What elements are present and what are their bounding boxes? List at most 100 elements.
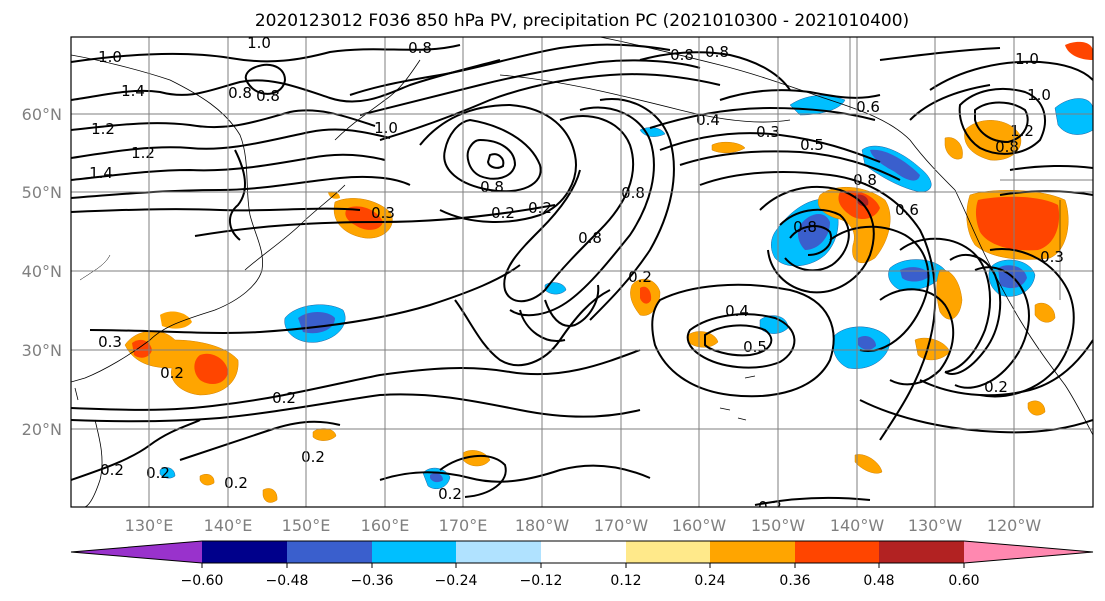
lon-label: 160°E [361, 516, 410, 535]
contour-label: 0.5 [743, 338, 767, 356]
coastline-philippines [84, 419, 103, 507]
pv-contour [704, 324, 773, 357]
contour-label: 0.6 [856, 98, 880, 116]
precip-positive-patch [199, 474, 215, 486]
lon-label: 130°E [125, 516, 174, 535]
contour-label: 0.2 [160, 364, 184, 382]
lon-label: 140°W [830, 516, 885, 535]
colorbar-tick-label: 0.60 [948, 573, 979, 589]
pv-contour [719, 89, 881, 101]
contour-label: 0.2 [100, 461, 124, 479]
pv-contour [999, 190, 1093, 196]
contour-label: 0.8 [228, 84, 252, 102]
pv-contour [919, 339, 1093, 397]
lon-label: 120°W [987, 516, 1042, 535]
pv-contour [679, 150, 901, 181]
pv-contour [519, 309, 566, 342]
contour-label: 1.0 [98, 48, 122, 66]
colorbar-tick-label: 0.24 [694, 573, 725, 589]
precip-negative-patch [1054, 98, 1093, 135]
pv-contour [71, 128, 391, 159]
pv-contour [71, 175, 411, 199]
precip-positive-patch [160, 311, 192, 329]
latitude-labels: 60°N 50°N 40°N 30°N 20°N [22, 105, 62, 439]
lon-label: 150°W [751, 516, 806, 535]
precip-negative-patch [159, 467, 176, 479]
contour-label: 0.2 [272, 389, 296, 407]
pv-contours [71, 43, 1093, 506]
boundary-line [79, 254, 111, 281]
colorbar-tick-label: 0.12 [610, 573, 641, 589]
contour-label: 0.8 [793, 218, 817, 236]
colorbar-segment [287, 541, 372, 563]
contour-label: 0.3 [1040, 248, 1064, 266]
pv-contour [194, 204, 556, 237]
contour-label: 0.3 [371, 204, 395, 222]
pv-contour [379, 464, 651, 483]
pv-contour [789, 225, 833, 256]
contour-label: 1.0 [374, 119, 398, 137]
pv-contour [443, 118, 542, 193]
contour-label: 0.8 [578, 229, 602, 247]
pv-contour [929, 60, 1093, 91]
precip-positive-core [640, 286, 652, 304]
pv-contour [379, 73, 721, 141]
precip-negative-core [858, 335, 876, 350]
pv-contour [659, 132, 881, 163]
precipitation-shading [124, 41, 1093, 503]
precip-positive-patch [936, 269, 963, 320]
colorbar-segment [541, 541, 626, 563]
lon-label: 160°W [672, 516, 727, 535]
precip-negative-core [797, 214, 830, 250]
precip-positive-core [194, 353, 228, 385]
contour-label: 0.2 [224, 474, 248, 492]
pv-contour [651, 283, 835, 398]
coastline-taiwan [74, 387, 79, 401]
colorbar-segment [202, 541, 287, 563]
precip-positive-patch [711, 141, 746, 153]
colorbar-segment [795, 541, 879, 563]
pv-contour [71, 44, 461, 63]
precip-positive-core [345, 206, 383, 230]
colorbar-ticks [201, 563, 965, 568]
lon-label: 130°W [908, 516, 963, 535]
pv-contour [349, 43, 671, 96]
figure-title: 2020123012 F036 850 hPa PV, precipitatio… [255, 11, 909, 31]
contour-label: 0.3 [98, 333, 122, 351]
lon-label: 170°E [439, 516, 488, 535]
precip-negative-core [430, 473, 443, 483]
lat-label: 50°N [22, 183, 62, 202]
pv-contour [466, 138, 517, 180]
contour-label: 0.2 [528, 199, 552, 217]
pv-contour [454, 289, 611, 367]
precip-negative-patch [544, 282, 567, 295]
colorbar-segment [456, 541, 541, 563]
pv-contour [71, 393, 641, 423]
precip-positive-patch [462, 450, 491, 467]
lon-label: 170°W [594, 516, 649, 535]
contour-label: 0.8 [408, 39, 432, 57]
pv-contour [859, 399, 1093, 434]
precip-positive-patch [1065, 41, 1093, 60]
colorbar-segment [710, 541, 795, 563]
colorbar-segment [879, 541, 964, 563]
contour-label: 0.4 [696, 111, 720, 129]
pv-contour [879, 288, 955, 386]
lat-label: 60°N [22, 105, 62, 124]
map-panel: 1.0 1.4 1.2 1.2 1.4 0.8 1.0 0.8 1.0 0.8 … [22, 36, 1094, 535]
contour-label: 0.8 [853, 171, 877, 189]
precip-positive-core [838, 190, 880, 220]
pv-contour [829, 225, 930, 352]
contour-label: 0.4 [725, 302, 749, 320]
pv-contour [71, 207, 361, 213]
contour-label: 0.2 [758, 498, 782, 516]
contour-label: 0.8 [995, 138, 1019, 156]
pv-contour [503, 115, 635, 303]
contour-labels: 1.0 1.4 1.2 1.2 1.4 0.8 1.0 0.8 1.0 0.8 … [89, 37, 1064, 516]
contour-label: 0.8 [670, 46, 694, 64]
colorbar-tick-label: −0.12 [520, 573, 563, 589]
precip-positive-core [975, 196, 1060, 251]
lat-label: 20°N [22, 420, 62, 439]
contour-label: 1.0 [1015, 50, 1039, 68]
